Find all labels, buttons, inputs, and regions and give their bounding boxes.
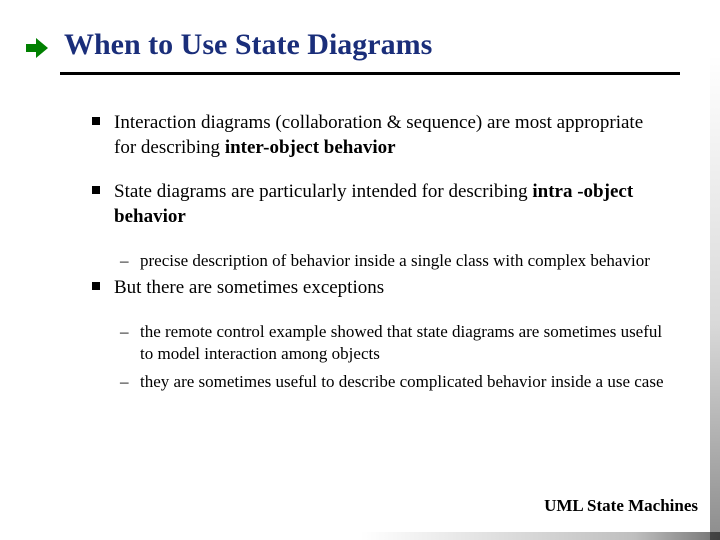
dash-bullet-icon: –	[120, 321, 129, 343]
square-bullet-icon	[92, 117, 100, 125]
arrow-icon	[22, 34, 50, 62]
bullet-level2: –they are sometimes useful to describe c…	[92, 371, 670, 393]
dash-bullet-icon: –	[120, 250, 129, 272]
slide-footer: UML State Machines	[544, 496, 698, 516]
bullet-level1: State diagrams are particularly intended…	[92, 180, 670, 229]
bullet-level1: But there are sometimes exceptions	[92, 276, 670, 301]
bullet-level2: –the remote control example showed that …	[92, 321, 670, 365]
slide-body: Interaction diagrams (collaboration & se…	[60, 111, 680, 393]
bullet-level2: –precise description of behavior inside …	[92, 250, 670, 272]
slide-title: When to Use State Diagrams	[60, 28, 680, 75]
square-bullet-icon	[92, 282, 100, 290]
bullet-level1: Interaction diagrams (collaboration & se…	[92, 111, 670, 160]
square-bullet-icon	[92, 186, 100, 194]
slide: When to Use State Diagrams Interaction d…	[0, 0, 720, 540]
dash-bullet-icon: –	[120, 371, 129, 393]
decor-gradient-right	[710, 0, 720, 540]
decor-gradient-bottom	[0, 532, 720, 540]
